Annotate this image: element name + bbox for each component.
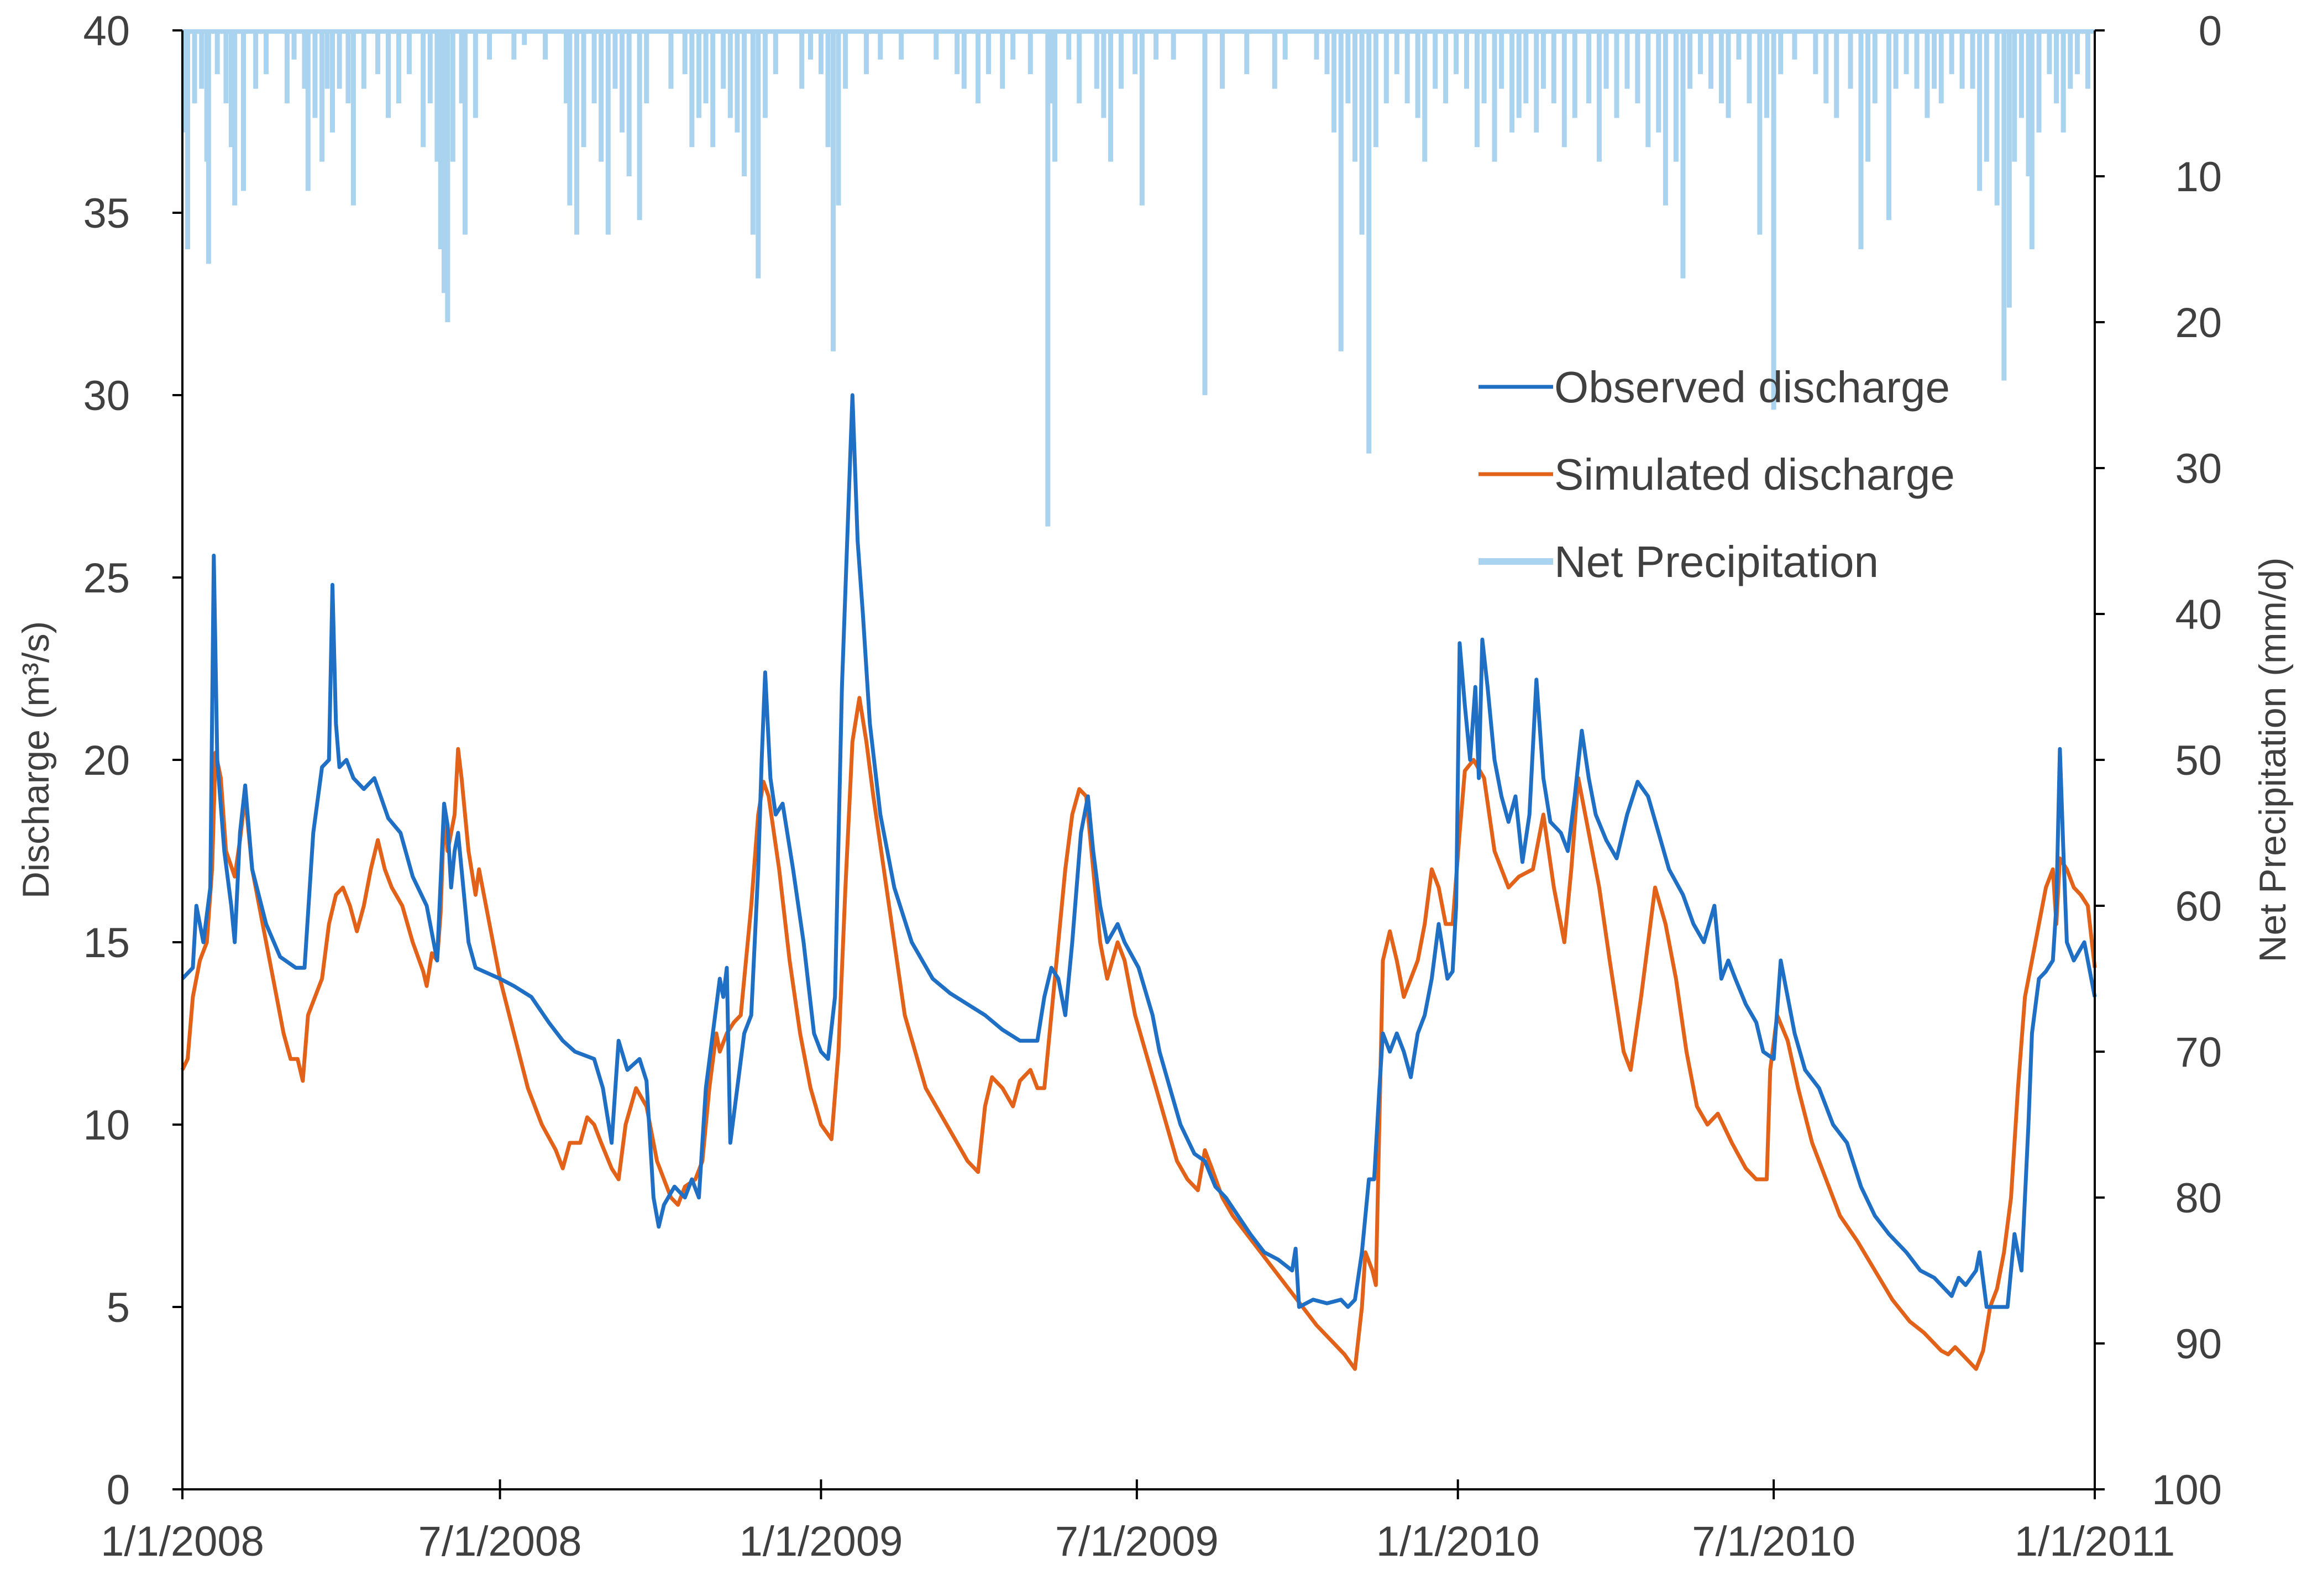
legend-precipitation-label: Net Precipitation (1554, 537, 1879, 586)
left-y-axis-ticks: 0 5 10 15 20 25 30 35 40 (83, 8, 182, 1514)
right-tick-label: 0 (2199, 8, 2222, 55)
left-tick-label: 0 (107, 1467, 130, 1514)
x-tick-label: 7/1/2008 (418, 1518, 582, 1565)
discharge-lines (180, 393, 2097, 1371)
right-tick-label: 30 (2175, 445, 2222, 492)
right-tick-label: 60 (2175, 883, 2222, 930)
x-tick-label: 7/1/2010 (1692, 1518, 1855, 1565)
right-tick-label: 40 (2175, 591, 2222, 638)
right-tick-label: 80 (2175, 1175, 2222, 1222)
right-tick-label: 100 (2152, 1467, 2222, 1514)
right-tick-label: 70 (2175, 1029, 2222, 1076)
x-tick-label: 1/1/2008 (101, 1518, 264, 1565)
left-tick-label: 35 (83, 190, 130, 237)
right-tick-label: 20 (2175, 300, 2222, 347)
x-tick-label: 1/1/2009 (740, 1518, 903, 1565)
x-axis-ticks: 1/1/2008 7/1/2008 1/1/2009 7/1/2009 1/1/2010… (101, 1479, 2175, 1565)
left-tick-label: 10 (83, 1102, 130, 1149)
left-axis-title: Discharge (m³/s) (15, 621, 57, 899)
observed-discharge-line (181, 393, 2097, 1309)
left-tick-label: 25 (83, 555, 130, 602)
left-tick-label: 40 (83, 8, 130, 55)
left-tick-label: 30 (83, 372, 130, 419)
right-axis-title: Net Precipitation (mm/d) (2252, 557, 2294, 962)
legend-simulated-label: Simulated discharge (1554, 450, 1955, 499)
right-tick-label: 10 (2175, 154, 2222, 201)
left-tick-label: 20 (83, 737, 130, 784)
right-tick-label: 50 (2175, 737, 2222, 784)
right-tick-label: 90 (2175, 1321, 2222, 1368)
x-tick-label: 7/1/2009 (1055, 1518, 1219, 1565)
left-tick-label: 5 (107, 1284, 130, 1331)
x-tick-label: 1/1/2011 (2015, 1518, 2175, 1565)
x-tick-label: 1/1/2010 (1376, 1518, 1540, 1565)
legend-observed-label: Observed discharge (1554, 363, 1950, 412)
left-tick-label: 15 (83, 920, 130, 967)
right-y-axis-ticks: 0 10 20 30 40 50 60 70 80 90 100 (2095, 8, 2222, 1514)
precipitation-bars (181, 29, 2095, 527)
simulated-discharge-line (180, 696, 2097, 1371)
legend: Observed discharge Simulated discharge Net… (1478, 363, 1955, 586)
